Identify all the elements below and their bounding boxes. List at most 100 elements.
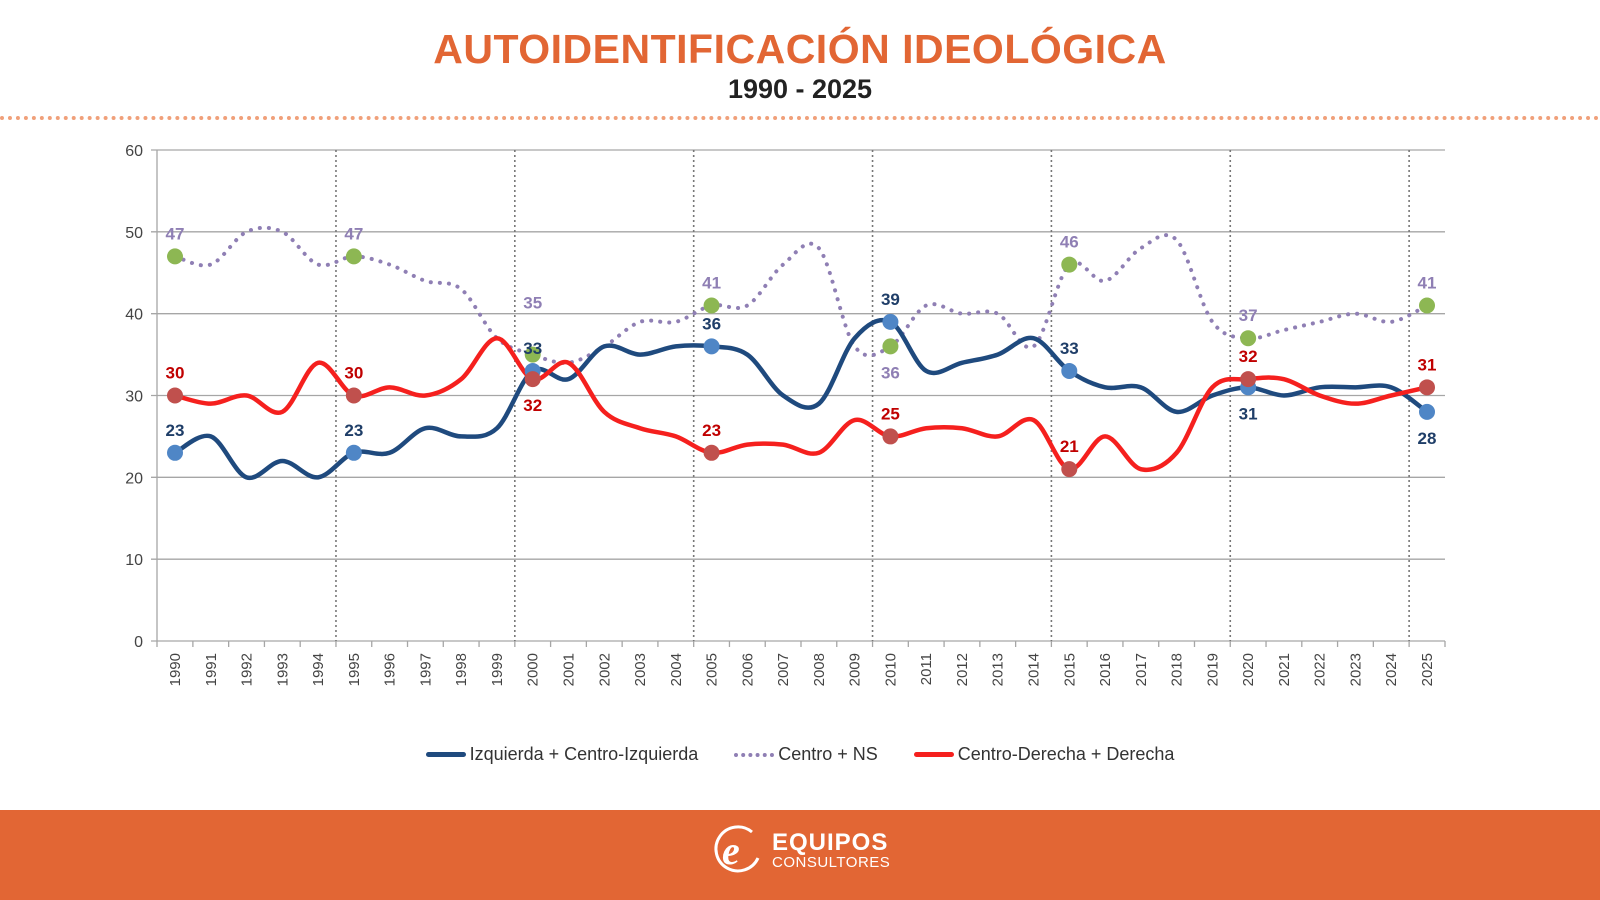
x-tick-label: 1999 xyxy=(489,653,506,686)
data-label-izquierda: 33 xyxy=(523,339,542,358)
data-label-izquierda: 23 xyxy=(344,421,363,440)
x-tick-label: 2021 xyxy=(1276,653,1293,686)
legend-item-derecha: Centro-Derecha + Derecha xyxy=(913,744,1175,765)
data-point-derecha xyxy=(524,371,541,388)
series-lines xyxy=(172,225,1430,481)
x-tick-label: 2020 xyxy=(1240,653,1257,686)
x-tick-label: 1994 xyxy=(310,653,327,686)
x-tick-label: 2004 xyxy=(668,653,685,686)
svg-text:e: e xyxy=(722,828,740,873)
data-label-derecha: 32 xyxy=(1239,347,1258,366)
legend: Izquierda + Centro-Izquierda Centro + NS… xyxy=(0,744,1600,765)
series-line-izquierda xyxy=(172,317,1430,481)
data-label-centro: 47 xyxy=(166,224,185,243)
legend-label-centro: Centro + NS xyxy=(778,744,878,764)
data-point-izquierda xyxy=(703,338,720,355)
x-tick-label: 1990 xyxy=(167,653,184,686)
x-tick-label: 2013 xyxy=(990,653,1007,686)
data-label-izquierda: 31 xyxy=(1239,404,1258,423)
data-point-centro xyxy=(1419,297,1435,314)
legend-label-derecha: Centro-Derecha + Derecha xyxy=(957,744,1175,764)
data-label-derecha: 31 xyxy=(1418,355,1437,374)
x-tick-label: 2018 xyxy=(1169,653,1186,686)
data-label-centro: 47 xyxy=(344,224,363,243)
x-tick-label: 2010 xyxy=(882,653,899,686)
series-markers xyxy=(167,248,1435,478)
data-point-izquierda xyxy=(167,444,183,461)
data-label-derecha: 30 xyxy=(344,364,363,383)
data-point-derecha xyxy=(1419,379,1435,396)
x-tick-label: 1997 xyxy=(417,653,434,686)
x-tick-label: 1996 xyxy=(382,653,399,686)
y-tick-label: 20 xyxy=(125,470,143,487)
x-tick-label: 2001 xyxy=(560,653,577,686)
data-point-izquierda xyxy=(345,444,362,461)
data-point-centro xyxy=(882,338,899,355)
x-tick-label: 1998 xyxy=(453,653,470,686)
data-label-derecha: 32 xyxy=(523,396,542,415)
x-tick-label: 2005 xyxy=(704,653,721,686)
data-point-izquierda xyxy=(1419,403,1435,420)
x-tick-label: 1995 xyxy=(346,653,363,686)
x-tick-label: 2017 xyxy=(1133,653,1150,686)
legend-item-izquierda: Izquierda + Centro-Izquierda xyxy=(425,744,699,765)
equipos-logo: e EQUIPOS CONSULTORES xyxy=(712,824,890,876)
x-tick-label: 2003 xyxy=(632,653,649,686)
data-labels: 47 47 35 41 36 46 37 41 23 23 33 36 39 33 31 28 30 30 32 23… xyxy=(166,224,1437,456)
data-label-izquierda: 28 xyxy=(1418,429,1437,448)
data-point-centro xyxy=(345,248,362,265)
e-logo-icon: e xyxy=(712,824,764,876)
data-label-derecha: 23 xyxy=(702,421,721,440)
x-tick-label: 2012 xyxy=(954,653,971,686)
data-point-centro xyxy=(167,248,183,265)
data-point-derecha xyxy=(703,444,720,461)
data-point-derecha xyxy=(1240,371,1257,388)
legend-swatch-centro xyxy=(734,752,775,757)
x-tick-label: 2006 xyxy=(739,653,756,686)
legend-label-izquierda: Izquierda + Centro-Izquierda xyxy=(469,744,699,764)
dotted-divider xyxy=(0,116,1600,120)
data-label-centro: 41 xyxy=(702,273,721,292)
x-tick-label: 1993 xyxy=(274,653,291,686)
x-tick-label: 2014 xyxy=(1026,653,1043,686)
logo-main-text: EQUIPOS xyxy=(772,828,889,856)
data-label-centro: 41 xyxy=(1418,273,1437,292)
y-tick-label: 60 xyxy=(125,143,143,160)
legend-swatch-derecha xyxy=(913,752,954,757)
x-tick-label: 2023 xyxy=(1347,653,1364,686)
data-label-derecha: 25 xyxy=(881,404,900,423)
x-tick-label: 2009 xyxy=(847,653,864,686)
series-line-derecha xyxy=(172,335,1430,473)
legend-swatch-izquierda xyxy=(425,752,466,757)
data-point-centro xyxy=(524,346,541,363)
data-label-centro: 36 xyxy=(881,363,900,382)
x-tick-label: 2025 xyxy=(1419,653,1436,686)
x-tick-label: 2024 xyxy=(1383,653,1400,686)
series-line-centro xyxy=(173,225,1429,365)
x-tick-label: 2016 xyxy=(1097,653,1114,686)
logo-sub-text: CONSULTORES xyxy=(772,853,891,871)
data-point-centro xyxy=(1061,256,1078,273)
data-point-derecha xyxy=(882,428,899,445)
data-point-derecha xyxy=(345,387,362,404)
x-tick-label: 2000 xyxy=(525,653,542,686)
legend-item-centro: Centro + NS xyxy=(734,744,878,765)
x-tick-label: 2015 xyxy=(1061,653,1078,686)
chart-title: AUTOIDENTIFICACIÓN IDEOLÓGICA xyxy=(433,26,1167,72)
data-point-derecha xyxy=(1061,461,1078,478)
y-tick-label: 10 xyxy=(125,552,143,569)
y-tick-label: 30 xyxy=(125,389,143,406)
y-tick-label: 40 xyxy=(125,307,143,324)
data-label-izquierda: 36 xyxy=(702,314,721,333)
data-label-centro: 37 xyxy=(1239,306,1258,325)
footer-bar: e EQUIPOS CONSULTORES xyxy=(0,810,1600,900)
x-tick-label: 2019 xyxy=(1204,653,1221,686)
data-label-derecha: 30 xyxy=(166,364,185,383)
x-tick-label: 2002 xyxy=(596,653,613,686)
data-label-izquierda: 23 xyxy=(166,421,185,440)
x-tick-label: 2007 xyxy=(775,653,792,686)
x-axis: 1990 1991 1992 1993 1994 1995 1996 1997 1998 1999… xyxy=(167,653,1436,686)
x-tick-label: 2022 xyxy=(1312,653,1329,686)
x-tick-label: 1991 xyxy=(203,653,220,686)
